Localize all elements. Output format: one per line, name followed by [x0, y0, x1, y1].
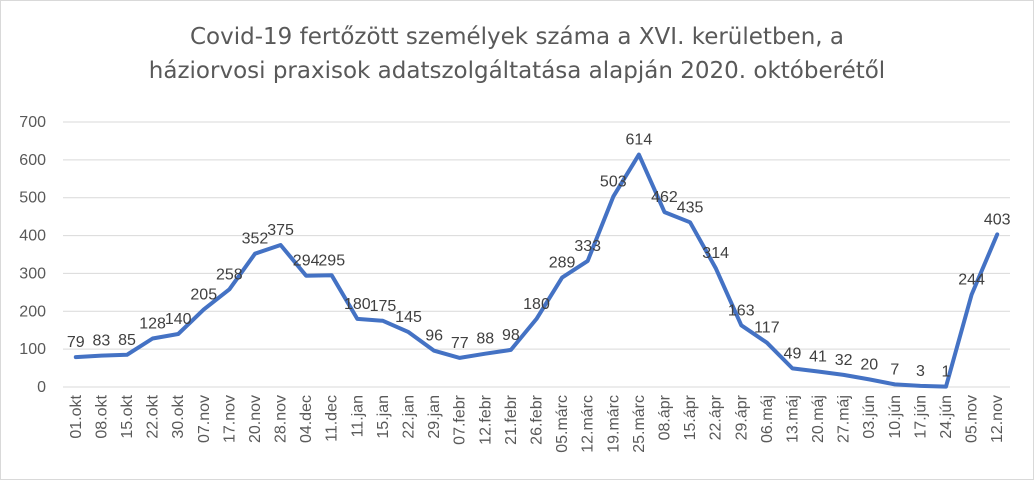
- data-label: 503: [600, 174, 627, 191]
- y-tick-label: 100: [19, 341, 46, 358]
- data-label: 88: [476, 331, 494, 348]
- data-label: 244: [958, 272, 985, 289]
- x-tick-label: 20.nov: [247, 395, 264, 443]
- data-label: 289: [549, 255, 576, 272]
- x-tick-label: 15.ápr: [682, 394, 699, 440]
- data-label: 49: [784, 345, 802, 362]
- chart-title: Covid-19 fertőzött személyek száma a XVI…: [0, 20, 1034, 88]
- x-tick-label: 08.ápr: [656, 394, 673, 440]
- data-label: 145: [395, 309, 422, 326]
- x-tick-label: 07.nov: [196, 395, 213, 443]
- y-tick-label: 200: [19, 303, 46, 320]
- x-tick-label: 04.dec: [298, 395, 315, 443]
- data-label: 32: [835, 352, 853, 369]
- data-label: 375: [267, 222, 294, 239]
- x-tick-label: 30.okt: [170, 394, 187, 438]
- series-line-group: [73, 152, 1000, 389]
- x-tick-label: 22.jan: [401, 395, 418, 439]
- y-tick-label: 400: [19, 228, 46, 245]
- x-tick-label: 15.jan: [375, 395, 392, 439]
- x-tick-label: 21.febr: [503, 394, 520, 444]
- x-tick-label: 12.márc: [580, 395, 597, 453]
- data-label: 128: [139, 316, 166, 333]
- x-tick-label: 22.ápr: [708, 394, 725, 440]
- data-label: 314: [702, 245, 729, 262]
- data-label: 435: [677, 199, 704, 216]
- data-label: 96: [425, 328, 443, 345]
- x-tick-label: 06.máj: [759, 395, 776, 443]
- x-tick-label: 29.jan: [426, 395, 443, 439]
- data-label: 258: [216, 266, 243, 283]
- y-axis-ticks: 0 100 200 300 400 500 600 700: [19, 114, 46, 396]
- x-tick-label: 17.nov: [221, 395, 238, 443]
- data-label: 3: [916, 363, 925, 380]
- data-label: 7: [890, 361, 899, 378]
- data-label: 98: [502, 327, 520, 344]
- data-label: 403: [984, 211, 1011, 228]
- data-label: 333: [574, 238, 601, 255]
- x-tick-label: 29.ápr: [733, 394, 750, 440]
- x-tick-label: 08.okt: [93, 394, 110, 438]
- y-tick-label: 0: [37, 379, 46, 396]
- data-label: 294: [293, 253, 320, 270]
- data-label: 41: [809, 348, 827, 365]
- chart-title-line-2: háziorvosi praxisok adatszolgáltatása al…: [148, 58, 886, 84]
- data-label: 614: [626, 132, 653, 149]
- y-tick-label: 700: [19, 114, 46, 131]
- y-tick-label: 600: [19, 152, 46, 169]
- x-tick-label: 05.nov: [964, 395, 981, 443]
- x-tick-label: 17.jún: [912, 395, 929, 439]
- gridlines: [63, 121, 1010, 388]
- data-label: 79: [67, 334, 85, 351]
- data-label: 175: [370, 298, 397, 315]
- x-tick-label: 11.jan: [349, 395, 366, 437]
- data-label: 77: [451, 335, 469, 352]
- x-tick-label: 03.jún: [861, 395, 878, 439]
- x-tick-label: 28.nov: [273, 395, 290, 443]
- data-label: 462: [651, 189, 678, 206]
- data-label: 180: [344, 296, 371, 313]
- x-tick-label: 11.dec: [324, 395, 341, 442]
- data-label: 163: [728, 302, 755, 319]
- x-tick-label: 13.máj: [784, 395, 801, 443]
- x-tick-label: 27.máj: [836, 395, 853, 443]
- x-tick-label: 24.jún: [938, 395, 955, 439]
- x-tick-label: 20.máj: [810, 395, 827, 443]
- data-label: 83: [92, 333, 110, 350]
- data-label: 352: [242, 231, 269, 248]
- x-tick-label: 26.febr: [529, 394, 546, 444]
- x-tick-label: 12.febr: [477, 394, 494, 444]
- x-tick-label: 07.febr: [452, 394, 469, 444]
- data-label: 205: [190, 286, 217, 303]
- x-tick-label: 25.márc: [631, 395, 648, 453]
- data-label: 295: [318, 252, 345, 269]
- data-labels: 79 83 851281402052583523752942951801751459…: [67, 132, 1011, 381]
- x-tick-label: 19.márc: [605, 395, 622, 453]
- data-label: 20: [860, 356, 878, 373]
- chart-title-line-1: Covid-19 fertőzött személyek száma a XVI…: [190, 24, 844, 50]
- x-tick-label: 22.okt: [145, 394, 162, 438]
- series-line: [73, 152, 1000, 389]
- x-tick-label: 01.okt: [68, 394, 85, 438]
- data-label: 1: [942, 364, 951, 381]
- x-axis-ticks: 01.okt 08.okt 15.okt 22.okt 30.okt 07.nov 17.n…: [68, 394, 1006, 452]
- y-tick-label: 300: [19, 265, 46, 282]
- data-label: 85: [118, 332, 136, 349]
- y-tick-label: 500: [19, 190, 46, 207]
- x-tick-label: 15.okt: [119, 394, 136, 438]
- data-label: 117: [754, 320, 780, 337]
- x-tick-label: 10.jún: [887, 395, 904, 439]
- x-tick-label: 05.márc: [554, 395, 571, 453]
- data-label: 140: [165, 311, 192, 328]
- data-label: 180: [523, 296, 550, 313]
- x-tick-label: 12.nov: [989, 395, 1006, 443]
